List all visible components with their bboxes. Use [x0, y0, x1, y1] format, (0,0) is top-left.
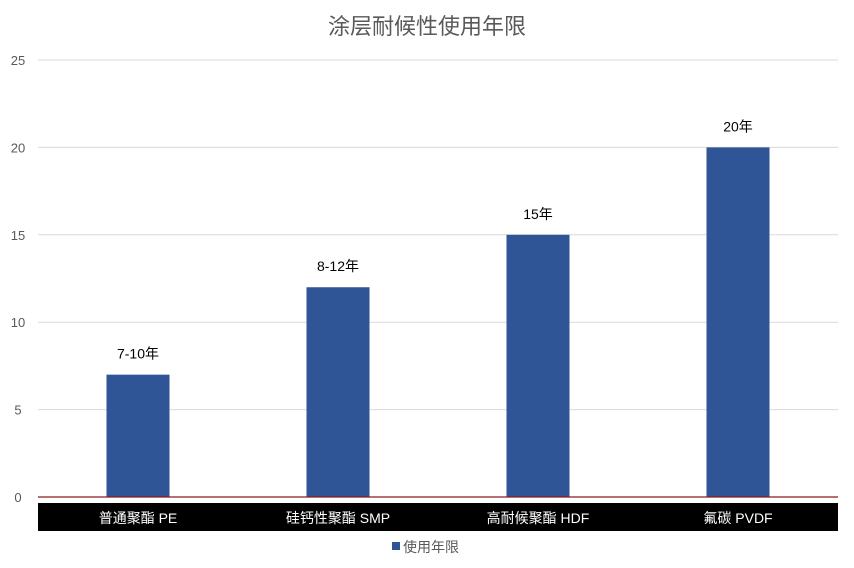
legend: 使用年限: [392, 539, 459, 555]
legend-swatch: [392, 542, 400, 550]
y-tick-label: 25: [11, 53, 25, 68]
category-label: 硅钙性聚酯 SMP: [286, 510, 390, 526]
y-tick-label: 20: [11, 140, 25, 155]
category-label: 普通聚酯 PE: [99, 510, 178, 526]
bar: [306, 287, 370, 497]
y-tick-label: 0: [14, 490, 21, 505]
data-label: 7-10年: [117, 346, 159, 362]
bar: [706, 147, 770, 497]
y-tick-label: 5: [14, 403, 21, 418]
category-band: [38, 503, 838, 531]
data-label: 20年: [723, 118, 753, 134]
bar: [506, 234, 570, 498]
legend-label: 使用年限: [403, 539, 459, 555]
category-label: 高耐候聚酯 HDF: [487, 510, 590, 526]
category-label: 氟碳 PVDF: [703, 510, 772, 526]
data-label: 8-12年: [317, 258, 359, 274]
y-tick-label: 10: [11, 315, 25, 330]
bar: [106, 374, 170, 497]
data-label: 15年: [523, 206, 553, 222]
y-tick-label: 15: [11, 228, 25, 243]
chart-title: 涂层耐候性使用年限: [328, 14, 526, 39]
